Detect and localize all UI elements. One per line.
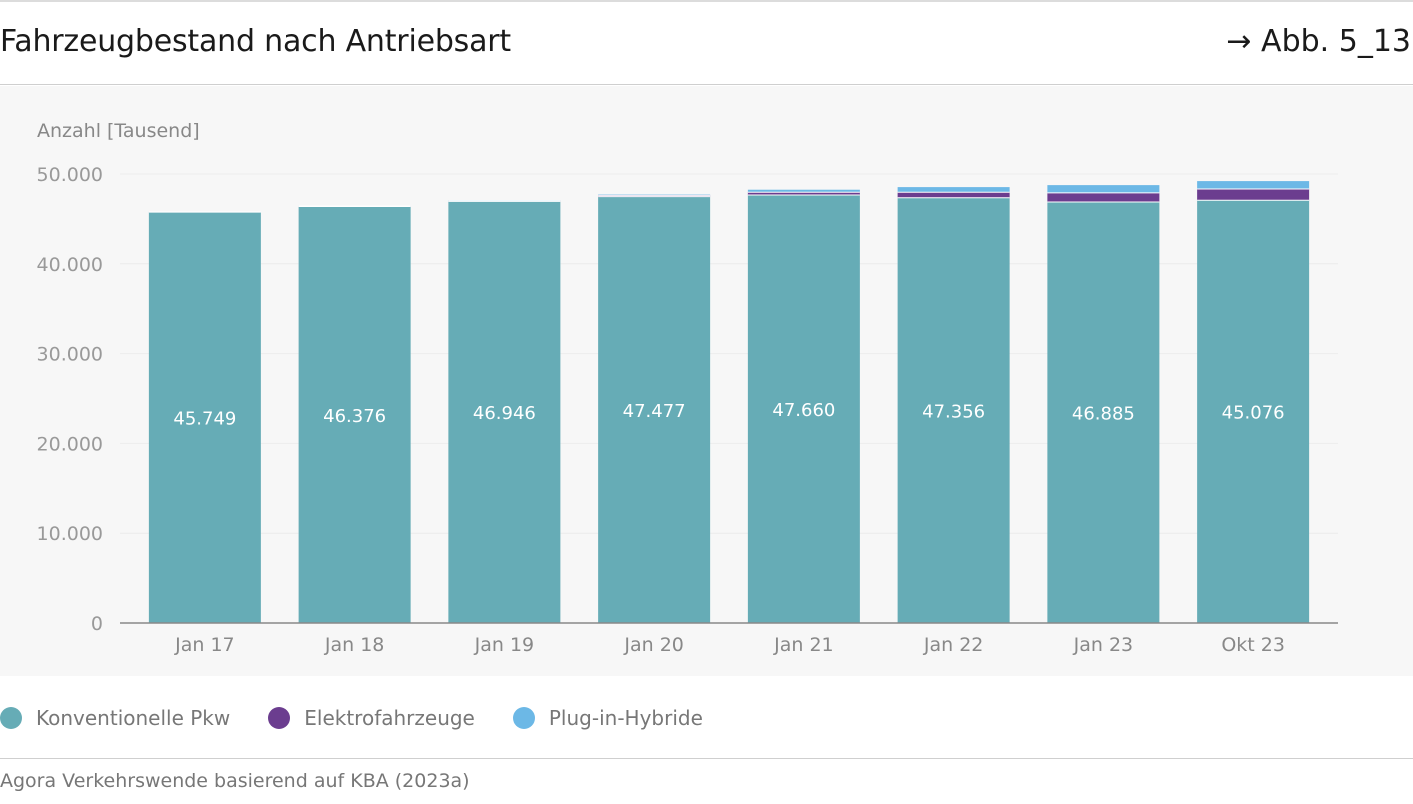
- bar-segment: [598, 195, 711, 197]
- bar-segment: [747, 189, 860, 193]
- bar-segment: [897, 197, 1010, 624]
- x-tick-labels: Jan 17 Jan 18 Jan 19 Jan 20 Jan 21 Jan 22 Jan …: [174, 634, 1285, 656]
- bar-segment: [1047, 185, 1160, 193]
- bottom-rule: [0, 758, 1413, 759]
- y-tick-label: 10.000: [37, 523, 103, 545]
- bar-segment: [1047, 201, 1160, 623]
- y-tick-label: 50.000: [37, 164, 103, 186]
- bar-segment: [1197, 189, 1310, 201]
- legend-swatch-plugin-hybride: [512, 707, 535, 729]
- y-tick-label: 30.000: [37, 344, 103, 366]
- legend-item-konventionelle[interactable]: Konventionelle Pkw: [0, 706, 230, 730]
- x-tick-label: Jan 22: [923, 634, 984, 656]
- x-tick-label: Jan 20: [623, 634, 684, 656]
- source-note: Agora Verkehrswende basierend auf KBA (2…: [0, 770, 470, 792]
- bar-segment: [598, 196, 711, 623]
- legend-label-plugin-hybride: Plug-in-Hybride: [548, 706, 703, 730]
- y-tick-label: 0: [91, 613, 103, 635]
- bar-segment: [1047, 192, 1160, 202]
- bar-segment: [747, 195, 860, 624]
- y-tick-label: 40.000: [37, 254, 103, 276]
- y-tick-label: 20.000: [37, 433, 103, 455]
- legend-item-plugin-hybride[interactable]: Plug-in-Hybride: [512, 706, 703, 730]
- x-tick-label: Jan 21: [773, 634, 834, 656]
- bar-segment: [897, 187, 1010, 193]
- bar-data-label: 47.477: [623, 401, 686, 422]
- bar-data-label: 47.660: [772, 400, 835, 421]
- x-tick-label: Okt 23: [1221, 634, 1285, 656]
- chart-header: Fahrzeugbestand nach Antriebsart → Abb. …: [0, 2, 1413, 85]
- figure-reference-link[interactable]: → Abb. 5_13: [1226, 24, 1411, 59]
- x-tick-label: Jan 17: [174, 634, 235, 656]
- bar-data-label: 46.946: [473, 403, 536, 424]
- y-axis-label: Anzahl [Tausend]: [37, 120, 200, 142]
- bar-segment: [148, 212, 261, 623]
- bar-segment: [298, 206, 411, 623]
- bar-data-label: 45.076: [1222, 403, 1285, 424]
- y-tick-labels: 0 10.000 20.000 30.000 40.000 50.000: [37, 164, 103, 635]
- legend-item-elektro[interactable]: Elektrofahrzeuge: [268, 706, 475, 730]
- bar-segment: [897, 192, 1010, 198]
- chart-title: Fahrzeugbestand nach Antriebsart: [0, 24, 511, 59]
- chart-legend: Konventionelle Pkw Elektrofahrzeuge Plug…: [0, 704, 741, 732]
- legend-label-konventionelle: Konventionelle Pkw: [36, 706, 231, 730]
- legend-swatch-konventionelle: [0, 707, 22, 729]
- bar-stacks: 45.749 46.376 46.946 47.477 47.660 47.356 46.8…: [148, 181, 1310, 624]
- bar-data-label: 46.885: [1072, 403, 1135, 424]
- x-tick-label: Jan 19: [474, 634, 535, 656]
- top-rule: [0, 0, 1413, 2]
- legend-label-elektro: Elektrofahrzeuge: [304, 706, 475, 730]
- stacked-bar-chart: Anzahl [Tausend] 0 10.000 20.000 30.000 40.0…: [37, 120, 1338, 656]
- legend-swatch-elektro: [268, 707, 291, 729]
- x-tick-label: Jan 18: [324, 634, 385, 656]
- bar-segment: [1197, 200, 1310, 624]
- bar-data-label: 45.749: [173, 409, 236, 430]
- bar-data-label: 47.356: [922, 401, 985, 422]
- bar-segment: [1197, 181, 1310, 190]
- x-tick-label: Jan 23: [1073, 634, 1134, 656]
- bar-segment: [448, 201, 561, 623]
- bar-segment: [747, 192, 860, 196]
- bar-data-label: 46.376: [323, 406, 386, 427]
